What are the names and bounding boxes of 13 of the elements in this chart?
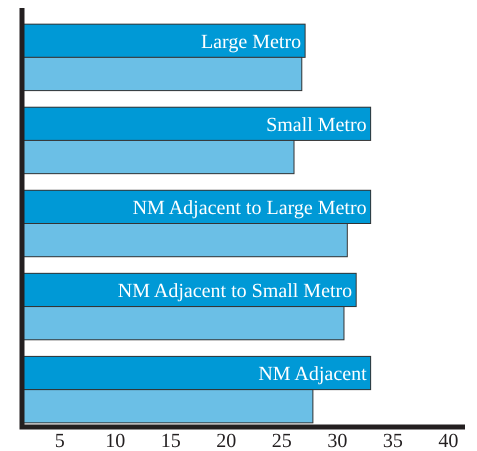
y-tick-label: Small Metro <box>266 114 367 136</box>
x-tick-label: 5 <box>54 430 65 451</box>
x-tick-label: 25 <box>272 430 292 451</box>
x-tick-label: 15 <box>160 430 181 451</box>
x-tick-label: 40 <box>438 430 458 451</box>
y-tick-label: NM Adjacent <box>258 363 368 386</box>
y-tick-label: NM Adjacent to Small Metro <box>118 280 352 302</box>
x-tick-label: 20 <box>216 430 236 451</box>
y-tick-label: NM Adjacent to Large Metro <box>132 196 367 219</box>
y-tick-label: Large Metro <box>200 30 302 53</box>
x-tick-label: 35 <box>382 430 403 451</box>
x-tick-label: 10 <box>105 430 126 451</box>
x-tick-label: 30 <box>327 430 348 451</box>
